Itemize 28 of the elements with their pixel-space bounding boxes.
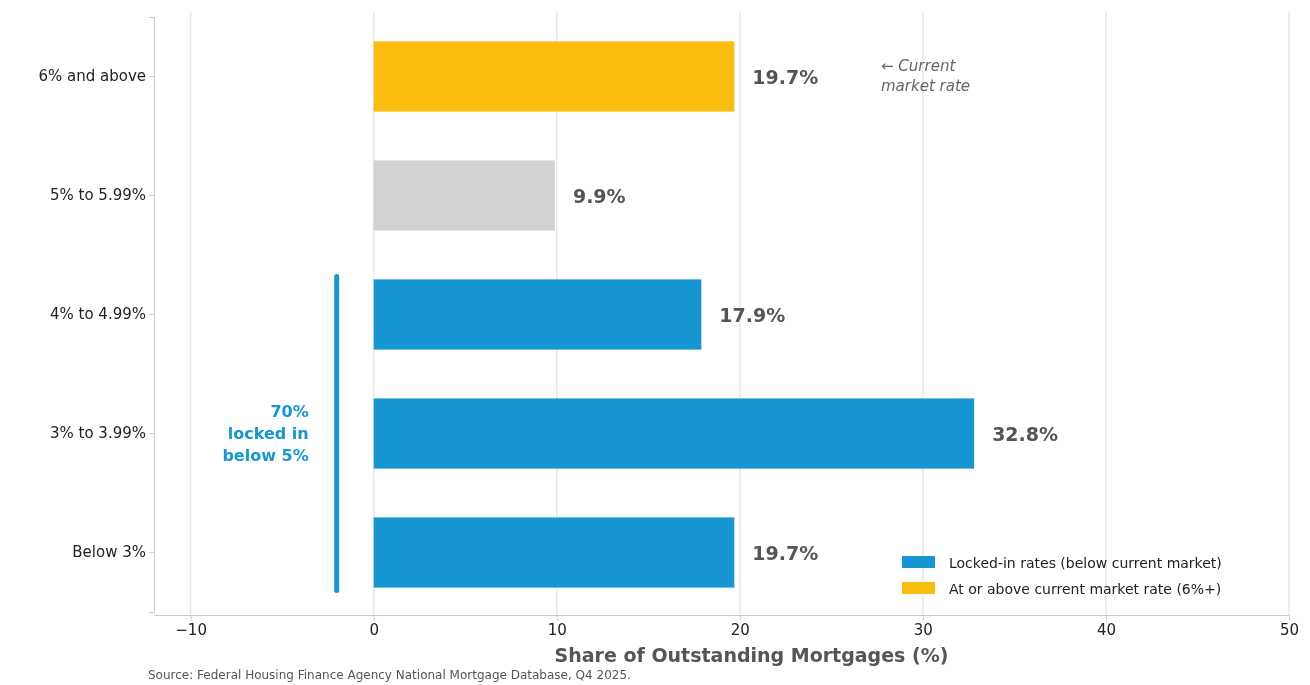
- x-axis-title: Share of Outstanding Mortgages (%): [554, 644, 949, 666]
- data-label: 17.9%: [719, 303, 786, 326]
- data-label: 19.7%: [752, 65, 819, 88]
- x-tick-label: 20: [730, 620, 750, 639]
- y-tick-label: Below 3%: [72, 543, 146, 562]
- y-tick-label: 6% and above: [38, 67, 146, 86]
- y-tick-label: 4% to 4.99%: [49, 305, 146, 324]
- x-tick-label: 0: [369, 620, 379, 639]
- annotation: ← Current market rate: [881, 56, 971, 95]
- x-tick-label: 10: [547, 620, 567, 639]
- x-tick-label: 30: [913, 620, 933, 639]
- legend-label: At or above current market rate (6%+): [949, 581, 1222, 597]
- data-label: 19.7%: [752, 541, 819, 564]
- annotation: 70% locked in below 5%: [222, 401, 309, 465]
- x-tick-label: −10: [175, 620, 207, 639]
- bar: [373, 160, 555, 231]
- y-tick-label: 5% to 5.99%: [49, 186, 146, 205]
- bar: [373, 279, 702, 350]
- bar: [373, 517, 735, 588]
- x-tick-label: 40: [1096, 620, 1116, 639]
- legend-label: Locked-in rates (below current market): [949, 555, 1222, 571]
- x-tick-label: 50: [1279, 620, 1300, 639]
- data-label: 9.9%: [572, 184, 626, 207]
- y-tick-label: 3% to 3.99%: [49, 424, 146, 443]
- bar: [373, 41, 735, 112]
- data-label: 32.8%: [992, 422, 1059, 445]
- bar: [373, 398, 975, 469]
- source-note: Source: Federal Housing Finance Agency National Mortgage Database, Q4 2025.: [148, 668, 631, 682]
